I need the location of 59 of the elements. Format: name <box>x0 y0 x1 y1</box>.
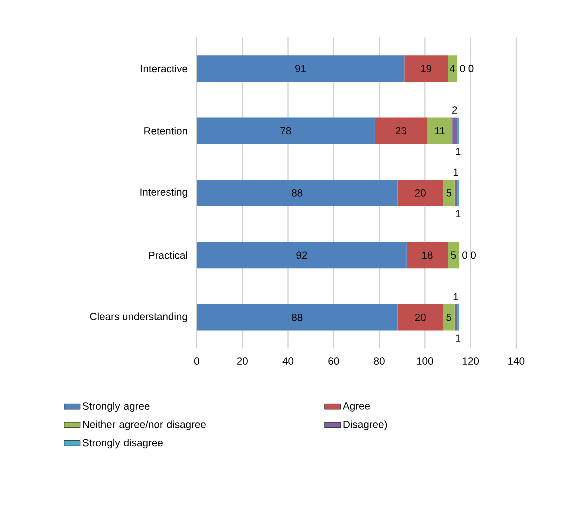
legend-label: Strongly disagree <box>82 439 163 449</box>
bar <box>427 118 453 144</box>
bar <box>196 304 398 332</box>
legend-label: Neither agree/nor disagree <box>83 420 206 431</box>
data-label: 20 <box>415 190 426 198</box>
data-label: 0 <box>468 65 474 73</box>
x-tick-label: 20 <box>237 358 248 366</box>
data-label: 1 <box>456 335 461 342</box>
bar <box>452 118 458 144</box>
x-tick-label: 120 <box>462 358 480 366</box>
data-label: 5 <box>446 314 452 322</box>
bar <box>398 304 444 332</box>
y-tick-label: Clears understanding <box>90 313 188 323</box>
x-tick-label: 80 <box>374 358 385 366</box>
data-label: 5 <box>446 190 452 198</box>
data-label: 19 <box>421 65 432 73</box>
data-label: 11 <box>435 128 445 135</box>
bar <box>196 118 375 144</box>
legend-label: Strongly agree <box>82 402 150 412</box>
bar <box>443 180 455 207</box>
data-label: 23 <box>396 128 406 135</box>
data-label: 1 <box>454 169 458 176</box>
x-tick-label: 0 <box>194 358 200 366</box>
data-label: 1 <box>454 294 458 301</box>
data-label: 1 <box>456 210 461 218</box>
data-label: 18 <box>422 252 433 260</box>
bar <box>196 180 398 207</box>
bar <box>196 242 407 269</box>
data-label: 2 <box>452 106 458 114</box>
bar <box>448 242 460 269</box>
bar <box>398 180 444 207</box>
legend-label: Disagree) <box>344 420 388 431</box>
bar <box>406 242 448 269</box>
x-tick-label: 60 <box>328 358 340 366</box>
legend-label: Agree <box>342 402 370 412</box>
data-label: 4 <box>450 65 456 73</box>
bar <box>196 56 405 82</box>
bar <box>448 56 458 82</box>
data-label: 88 <box>292 314 303 322</box>
data-label: 5 <box>451 252 456 260</box>
y-tick-label: Interactive <box>141 65 188 73</box>
data-label: 78 <box>280 128 292 135</box>
data-label: 0 <box>471 252 476 260</box>
data-label: 0 <box>462 252 468 260</box>
data-label: 92 <box>296 252 308 260</box>
x-tick-label: 40 <box>282 358 294 366</box>
x-tick-label: 100 <box>417 358 434 366</box>
y-tick-label: Retention <box>144 127 188 136</box>
bar <box>443 304 455 332</box>
bar <box>374 118 428 144</box>
data-label: 20 <box>415 314 426 322</box>
y-tick-label: Practical <box>149 252 188 260</box>
bar <box>404 56 448 82</box>
data-label: 0 <box>460 65 466 73</box>
data-label: 88 <box>292 190 303 198</box>
data-label: 91 <box>296 65 306 73</box>
y-tick-label: Interesting <box>140 188 188 198</box>
data-label: 1 <box>456 148 461 156</box>
x-tick-label: 140 <box>508 358 525 366</box>
